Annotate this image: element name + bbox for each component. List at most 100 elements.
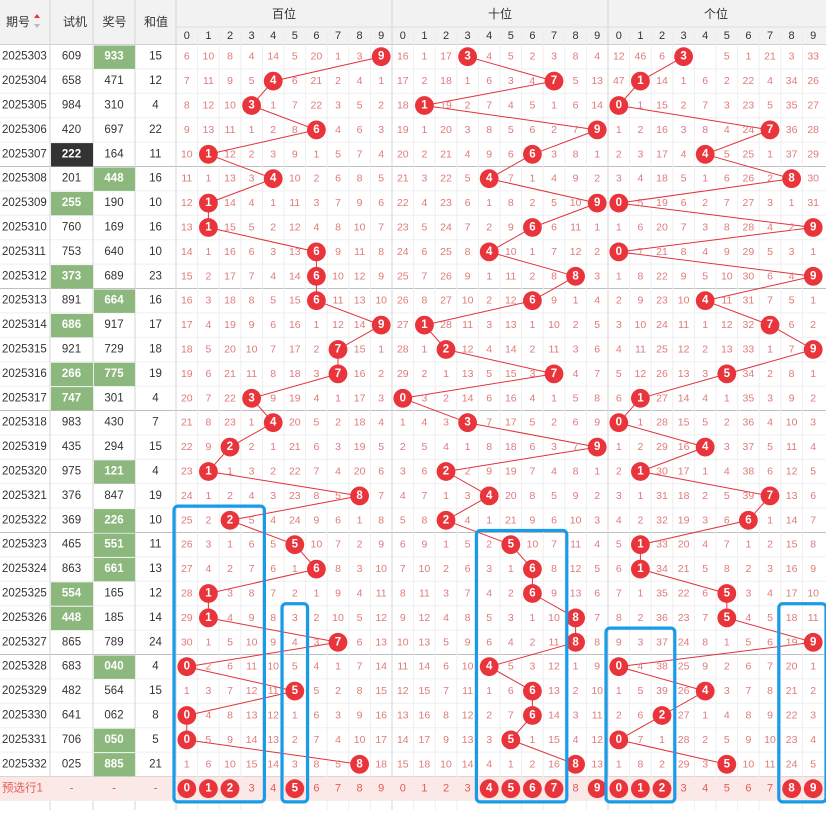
preselect-ball-digit[interactable]: 5	[508, 783, 515, 795]
prize-number: 430	[104, 417, 123, 429]
preselect-ball-digit[interactable]: 9	[810, 783, 816, 795]
miss-value: 4	[594, 539, 600, 551]
preselect-ball[interactable]	[177, 779, 197, 799]
preselect-ball[interactable]	[652, 779, 672, 799]
drawn-ball	[587, 193, 607, 213]
miss-value: 3	[767, 197, 773, 209]
miss-value: 4	[421, 417, 427, 429]
preselect-ball[interactable]	[587, 779, 607, 799]
preselect-ball-digit[interactable]: 0	[616, 783, 622, 795]
drawn-ball	[479, 242, 499, 262]
test-cell-highlight	[51, 313, 93, 338]
preselect-digit[interactable]: 9	[378, 783, 384, 795]
miss-value: 3	[378, 124, 384, 136]
preselect-digit[interactable]: 3	[465, 783, 471, 795]
miss-value: 27	[807, 100, 819, 112]
preselect-digit[interactable]: 3	[249, 783, 255, 795]
miss-value: 28	[440, 319, 452, 331]
drawn-ball	[609, 193, 629, 213]
drawn-ball-digit: 1	[205, 466, 212, 478]
preselect-ball[interactable]	[782, 779, 801, 799]
miss-value: 3	[270, 490, 276, 502]
preselect-ball-digit[interactable]: 2	[659, 783, 665, 795]
preselect-ball-digit[interactable]: 8	[788, 783, 795, 795]
preselect-ball[interactable]	[803, 779, 823, 799]
miss-value: 17	[181, 319, 193, 331]
miss-value: 12	[246, 685, 258, 697]
miss-value: 16	[656, 124, 668, 136]
preselect-ball-digit[interactable]: 7	[551, 783, 557, 795]
preselect-ball-digit[interactable]: 0	[184, 783, 190, 795]
preselect-ball[interactable]	[479, 779, 499, 799]
miss-value: 5	[767, 612, 773, 624]
miss-value: 2	[573, 685, 579, 697]
preselect-ball[interactable]	[523, 779, 542, 799]
miss-value: 12	[570, 563, 582, 575]
miss-value: 8	[227, 51, 233, 63]
miss-value: 10	[548, 612, 560, 624]
preselect-label[interactable]: 预选行1	[2, 782, 43, 795]
drawn-ball	[609, 657, 629, 677]
preselect-ball-digit[interactable]: 6	[529, 783, 535, 795]
drawn-ball-digit: 9	[810, 344, 816, 356]
preselect-ball-digit[interactable]: 2	[227, 783, 233, 795]
miss-value: 2	[745, 563, 751, 575]
preselect-ball-digit[interactable]: 5	[292, 783, 299, 795]
miss-value: 18	[181, 344, 193, 356]
preselect-digit[interactable]: 8	[573, 783, 579, 795]
preselect-ball[interactable]	[199, 779, 218, 799]
drawn-ball-digit: 7	[767, 319, 773, 331]
miss-value: 35	[656, 588, 668, 600]
preselect-digit[interactable]: 2	[443, 783, 449, 795]
miss-value: 2	[767, 368, 773, 380]
miss-value: 2	[724, 661, 730, 673]
preselect-ball-digit[interactable]: 1	[637, 783, 644, 795]
preselect-ball-digit[interactable]: 1	[205, 783, 212, 795]
preselect-digit[interactable]: 3	[681, 783, 687, 795]
period-header[interactable]: 期号	[6, 15, 30, 29]
prize-number: 226	[104, 514, 123, 526]
miss-value: 5	[227, 636, 233, 648]
prize-cell-highlight	[94, 557, 135, 582]
preselect-digit[interactable]: 0	[400, 783, 406, 795]
miss-value: 8	[573, 466, 579, 478]
drawn-ball	[717, 754, 737, 774]
preselect-digit[interactable]: 6	[313, 783, 319, 795]
miss-value: 6	[465, 563, 471, 575]
miss-value: 23	[397, 222, 409, 234]
miss-value: 15	[397, 758, 409, 770]
preselect-digit[interactable]: 4	[702, 783, 708, 795]
preselect-digit[interactable]: 7	[335, 783, 341, 795]
preselect-digit[interactable]: 4	[270, 783, 276, 795]
preselect-ball[interactable]	[285, 779, 305, 799]
miss-value: 6	[421, 246, 427, 258]
drawn-ball-digit: 6	[313, 270, 319, 282]
preselect-ball[interactable]	[501, 779, 521, 799]
miss-value: 1	[551, 100, 557, 112]
miss-value: 4	[810, 734, 816, 746]
miss-value: 26	[678, 685, 690, 697]
preselect-ball-digit[interactable]: 9	[594, 783, 600, 795]
miss-value: 10	[311, 539, 323, 551]
sort-up-icon[interactable]	[34, 14, 40, 18]
miss-value: 5	[508, 51, 514, 63]
preselect-ball-digit[interactable]: 4	[486, 783, 493, 795]
miss-value: 8	[616, 612, 622, 624]
preselect-digit[interactable]: 6	[745, 783, 751, 795]
miss-value: 13	[462, 368, 474, 380]
preselect-digit[interactable]: 8	[357, 783, 363, 795]
miss-value: 4	[443, 441, 449, 453]
preselect-ball[interactable]	[609, 779, 629, 799]
hundreds-trend-line	[186, 641, 339, 668]
preselect-ball[interactable]	[631, 779, 650, 799]
preselect-ball[interactable]	[544, 779, 564, 799]
preselect-digit[interactable]: 5	[724, 783, 730, 795]
miss-value: 9	[335, 588, 341, 600]
preselect-digit[interactable]: 1	[421, 783, 427, 795]
preselect-digit[interactable]: 7	[767, 783, 773, 795]
preselect-ball[interactable]	[220, 779, 240, 799]
miss-value: 1	[508, 758, 514, 770]
miss-value: 4	[724, 124, 730, 136]
sort-down-icon[interactable]	[34, 24, 40, 28]
